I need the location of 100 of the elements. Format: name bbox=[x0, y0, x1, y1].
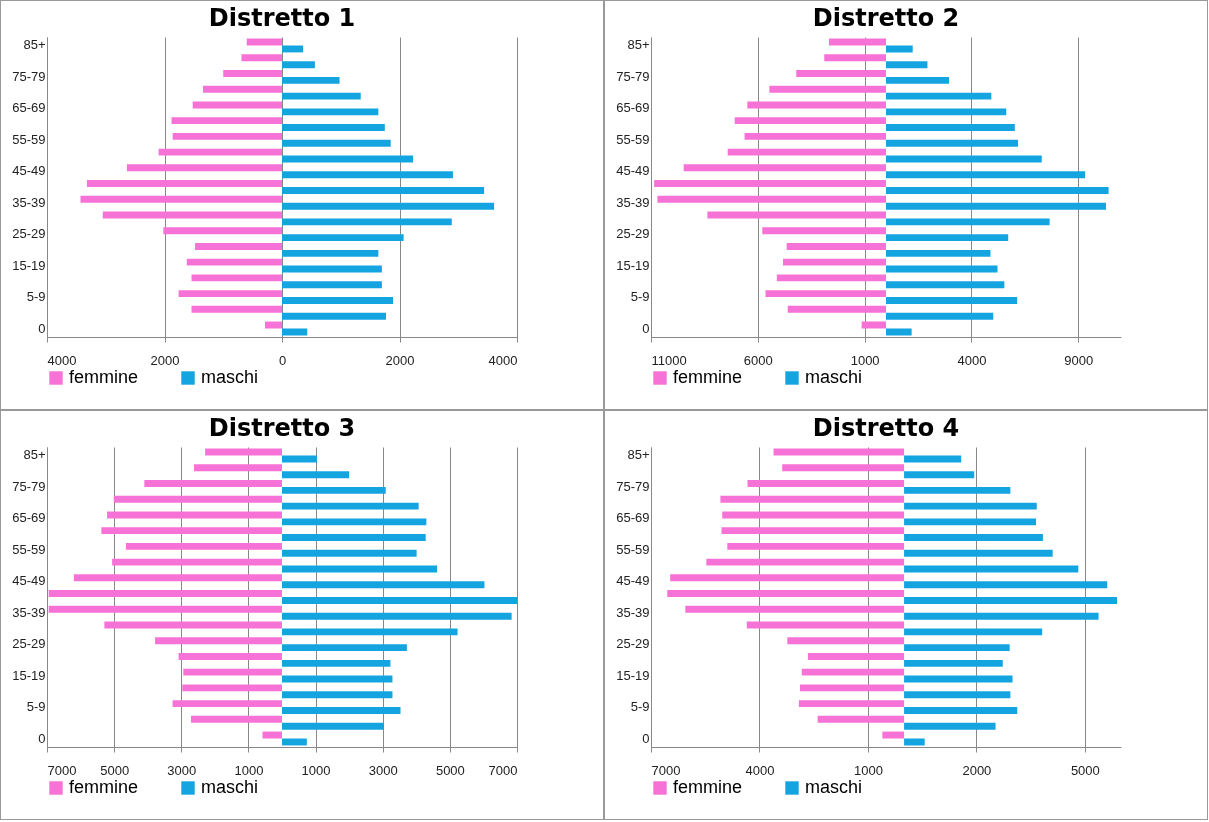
bar bbox=[904, 691, 1011, 699]
legend-label: maschi bbox=[201, 777, 259, 797]
bar bbox=[747, 480, 905, 487]
y-tick-label: 0 bbox=[38, 730, 46, 746]
x-tick-label: 2000 bbox=[962, 762, 992, 778]
legend-label: maschi bbox=[805, 367, 863, 387]
y-tick-label: 25-29 bbox=[616, 226, 650, 242]
bar bbox=[904, 455, 962, 463]
y-tick-label: 45-49 bbox=[616, 163, 650, 179]
y-tick-label: 85+ bbox=[23, 37, 46, 53]
legend-label: femmine bbox=[673, 777, 743, 797]
bar bbox=[904, 549, 1053, 557]
bar bbox=[801, 668, 905, 676]
bar bbox=[886, 265, 998, 273]
bar bbox=[904, 707, 1018, 714]
chart-title: Distretto 4 bbox=[812, 414, 960, 442]
bar bbox=[824, 54, 886, 62]
y-tick-label: 25-29 bbox=[12, 636, 46, 652]
x-tick-label: 0 bbox=[278, 352, 287, 368]
y-tick-label: 35-39 bbox=[616, 194, 650, 210]
legend-label: femmine bbox=[69, 777, 139, 797]
x-tick-label: 2000 bbox=[150, 352, 180, 368]
legend-label: femmine bbox=[673, 367, 743, 387]
y-tick-label: 25-29 bbox=[616, 636, 650, 652]
bar bbox=[747, 101, 886, 109]
x-tick-label: 1000 bbox=[234, 762, 264, 778]
x-tick-label: 4000 bbox=[488, 352, 518, 368]
bar bbox=[807, 652, 905, 660]
bar bbox=[886, 281, 1005, 289]
bar bbox=[727, 542, 905, 550]
y-tick-label: 75-79 bbox=[12, 68, 46, 84]
bar bbox=[786, 242, 886, 250]
x-tick-label: 1000 bbox=[850, 352, 880, 368]
bar bbox=[886, 234, 1009, 242]
bar bbox=[904, 534, 1043, 542]
x-tick-label: 4000 bbox=[47, 352, 77, 368]
bar bbox=[904, 612, 1099, 620]
y-tick-label: 25-29 bbox=[12, 226, 46, 242]
bar bbox=[886, 61, 928, 69]
y-tick-label: 65-69 bbox=[12, 100, 46, 116]
bar bbox=[744, 132, 886, 140]
bar bbox=[776, 274, 886, 282]
y-tick-label: 5-9 bbox=[26, 289, 46, 305]
legend-label: maschi bbox=[805, 777, 863, 797]
x-tick-label: 9000 bbox=[1064, 352, 1094, 368]
y-tick-label: 5-9 bbox=[630, 699, 650, 715]
y-tick-label: 5-9 bbox=[26, 699, 46, 715]
y-tick-label: 0 bbox=[38, 320, 46, 336]
bar bbox=[727, 148, 886, 156]
x-tick-label: 1000 bbox=[853, 762, 883, 778]
bar bbox=[817, 715, 905, 723]
bar bbox=[787, 637, 905, 645]
bar bbox=[886, 312, 994, 320]
bar bbox=[667, 590, 905, 597]
bar bbox=[886, 139, 1019, 147]
y-tick-label: 65-69 bbox=[616, 100, 650, 116]
y-tick-label: 15-19 bbox=[12, 257, 46, 273]
x-tick-label: 4000 bbox=[745, 762, 775, 778]
bar bbox=[722, 511, 905, 519]
bar bbox=[904, 659, 1003, 667]
bar bbox=[654, 180, 886, 187]
bar bbox=[904, 471, 975, 479]
y-tick-label: 85+ bbox=[627, 37, 650, 53]
x-tick-label: 1000 bbox=[301, 762, 331, 778]
bar bbox=[904, 486, 1011, 494]
bar bbox=[886, 171, 1086, 179]
y-tick-label: 5-9 bbox=[630, 289, 650, 305]
bar bbox=[706, 558, 905, 566]
x-tick-label: 11000 bbox=[651, 352, 687, 368]
x-tick-label: 7000 bbox=[651, 762, 681, 778]
y-tick-label: 45-49 bbox=[12, 163, 46, 179]
x-tick-label: 6000 bbox=[743, 352, 773, 368]
bar bbox=[886, 92, 992, 100]
bar bbox=[886, 108, 1007, 116]
y-tick-label: 55-59 bbox=[616, 541, 650, 557]
y-tick-label: 55-59 bbox=[616, 131, 650, 147]
legend-label: femmine bbox=[69, 367, 139, 387]
bar bbox=[886, 76, 950, 84]
y-tick-label: 15-19 bbox=[12, 667, 46, 683]
chart-title: Distretto 1 bbox=[208, 4, 356, 32]
x-tick-label: 3000 bbox=[167, 762, 197, 778]
bar bbox=[886, 187, 1109, 194]
legend-label: maschi bbox=[201, 367, 259, 387]
bar bbox=[787, 305, 886, 313]
bar bbox=[886, 297, 1018, 304]
bar bbox=[861, 321, 886, 329]
y-tick-label: 55-59 bbox=[12, 131, 46, 147]
bar bbox=[904, 722, 996, 730]
x-tick-label: 5000 bbox=[1070, 762, 1100, 778]
bar bbox=[799, 684, 905, 692]
bar bbox=[886, 45, 913, 53]
x-tick-label: 4000 bbox=[957, 352, 987, 368]
y-tick-label: 35-39 bbox=[12, 604, 46, 620]
bar bbox=[720, 495, 905, 503]
bar bbox=[904, 675, 1013, 683]
x-tick-label: 7000 bbox=[47, 762, 77, 778]
bar bbox=[904, 628, 1043, 636]
bar bbox=[886, 249, 991, 257]
bar bbox=[882, 731, 905, 739]
bar bbox=[769, 85, 886, 93]
